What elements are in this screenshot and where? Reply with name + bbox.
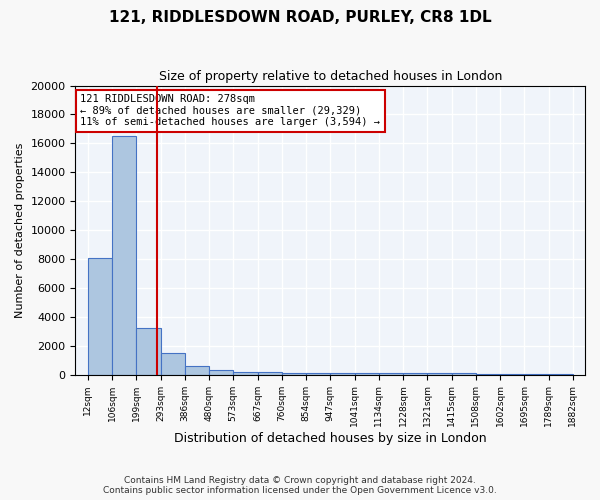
Bar xyxy=(257,372,281,374)
Bar xyxy=(161,353,185,374)
Bar xyxy=(306,373,330,374)
Bar xyxy=(281,372,306,374)
Title: Size of property relative to detached houses in London: Size of property relative to detached ho… xyxy=(158,70,502,83)
Bar xyxy=(233,372,257,374)
Text: 121, RIDDLESDOWN ROAD, PURLEY, CR8 1DL: 121, RIDDLESDOWN ROAD, PURLEY, CR8 1DL xyxy=(109,10,491,25)
Bar xyxy=(209,370,233,374)
Bar xyxy=(355,373,379,374)
Bar xyxy=(379,373,403,374)
X-axis label: Distribution of detached houses by size in London: Distribution of detached houses by size … xyxy=(174,432,487,445)
Bar xyxy=(112,136,136,374)
Text: Contains HM Land Registry data © Crown copyright and database right 2024.
Contai: Contains HM Land Registry data © Crown c… xyxy=(103,476,497,495)
Text: 121 RIDDLESDOWN ROAD: 278sqm
← 89% of detached houses are smaller (29,329)
11% o: 121 RIDDLESDOWN ROAD: 278sqm ← 89% of de… xyxy=(80,94,380,128)
Bar xyxy=(88,258,112,374)
Y-axis label: Number of detached properties: Number of detached properties xyxy=(15,142,25,318)
Bar xyxy=(136,328,161,374)
Bar xyxy=(185,366,209,374)
Bar xyxy=(330,373,355,374)
